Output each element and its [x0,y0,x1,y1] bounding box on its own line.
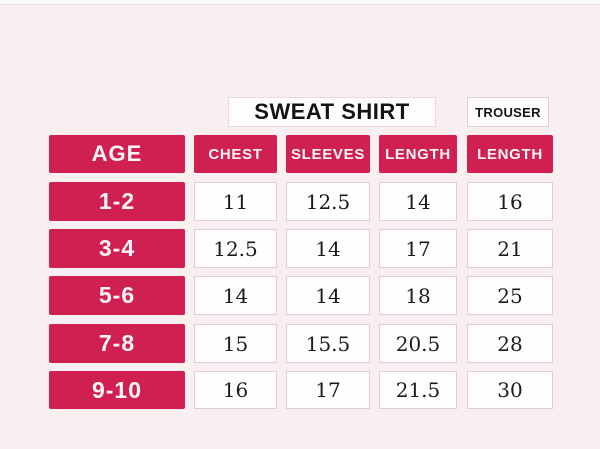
value-cell-trouser-length: 16 [467,182,553,221]
age-row-label: 3-4 [49,229,185,268]
value-cell-trouser-length: 21 [467,229,553,268]
value-cell-sleeves: 15.5 [286,324,370,363]
value-cell-sleeves: 14 [286,276,370,315]
value-cell-trouser-length: 25 [467,276,553,315]
sweat-shirt-title: SWEAT SHIRT [228,97,436,127]
value-cell-chest: 11 [194,182,277,221]
value-cell-length: 21.5 [379,371,457,409]
value-cell-trouser-length: 30 [467,371,553,409]
value-cell-length: 20.5 [379,324,457,363]
age-row-label: 5-6 [49,276,185,315]
value-cell-chest: 15 [194,324,277,363]
age-row-label: 7-8 [49,324,185,363]
value-cell-length: 17 [379,229,457,268]
header-cell-sleeves: SLEEVES [286,135,370,173]
value-cell-chest: 12.5 [194,229,277,268]
value-cell-sleeves: 12.5 [286,182,370,221]
header-cell-trouser-length: LENGTH [467,135,553,173]
value-cell-chest: 16 [194,371,277,409]
value-cell-sleeves: 14 [286,229,370,268]
value-cell-chest: 14 [194,276,277,315]
age-row-label: 9-10 [49,371,185,409]
value-cell-sleeves: 17 [286,371,370,409]
header-cell-chest: CHEST [194,135,277,173]
header-cell-length: LENGTH [379,135,457,173]
trouser-title: TROUSER [467,97,549,127]
top-edge-strip [0,0,600,5]
value-cell-trouser-length: 28 [467,324,553,363]
value-cell-length: 18 [379,276,457,315]
age-row-label: 1-2 [49,182,185,221]
header-cell-age: AGE [49,135,185,173]
value-cell-length: 14 [379,182,457,221]
